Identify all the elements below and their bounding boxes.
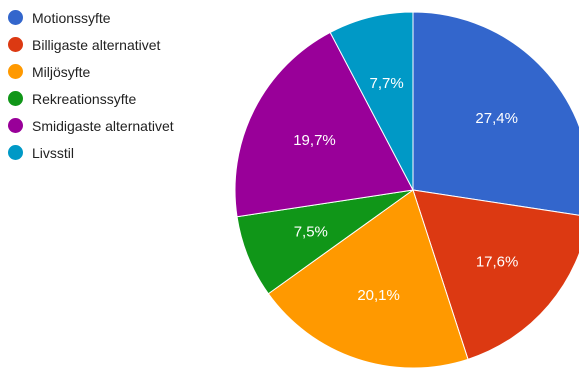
legend-swatch (8, 118, 23, 133)
legend-swatch (8, 145, 23, 160)
legend-swatch (8, 91, 23, 106)
slice-label-livsstil: 7,7% (369, 75, 403, 92)
slice-label-motionssyfte: 27,4% (475, 110, 518, 127)
legend-label: Smidigaste alternativet (32, 118, 174, 134)
pie-slice-miljosyfte[interactable] (267, 189, 469, 369)
pie-slice-livsstil[interactable] (329, 11, 414, 191)
legend-item-motionssyfte[interactable]: Motionssyfte (8, 8, 208, 29)
legend-label: Billigaste alternativet (32, 37, 161, 53)
legend-swatch (8, 10, 23, 25)
pie-slice-motionssyfte[interactable] (412, 11, 579, 217)
legend-item-miljosyfte[interactable]: Miljösyfte (8, 62, 208, 83)
slice-label-miljosyfte: 20,1% (357, 287, 400, 304)
slice-label-billigaste-alternativet: 17,6% (476, 253, 519, 270)
legend: Motionssyfte Billigaste alternativet Mil… (8, 8, 208, 170)
legend-swatch (8, 64, 23, 79)
legend-item-billigaste-alternativet[interactable]: Billigaste alternativet (8, 35, 208, 56)
legend-swatch (8, 37, 23, 52)
legend-item-rekreationssyfte[interactable]: Rekreationssyfte (8, 89, 208, 110)
slice-label-smidigaste-alternativet: 19,7% (293, 132, 336, 149)
legend-label: Miljösyfte (32, 64, 91, 80)
pie-slice-smidigaste-alternativet[interactable] (234, 31, 414, 218)
slice-label-rekreationssyfte: 7,5% (294, 224, 328, 241)
legend-label: Livsstil (32, 145, 75, 161)
legend-item-livsstil[interactable]: Livsstil (8, 143, 208, 164)
legend-label: Motionssyfte (32, 10, 111, 26)
legend-item-smidigaste-alternativet[interactable]: Smidigaste alternativet (8, 116, 208, 137)
legend-label: Rekreationssyfte (32, 91, 137, 107)
